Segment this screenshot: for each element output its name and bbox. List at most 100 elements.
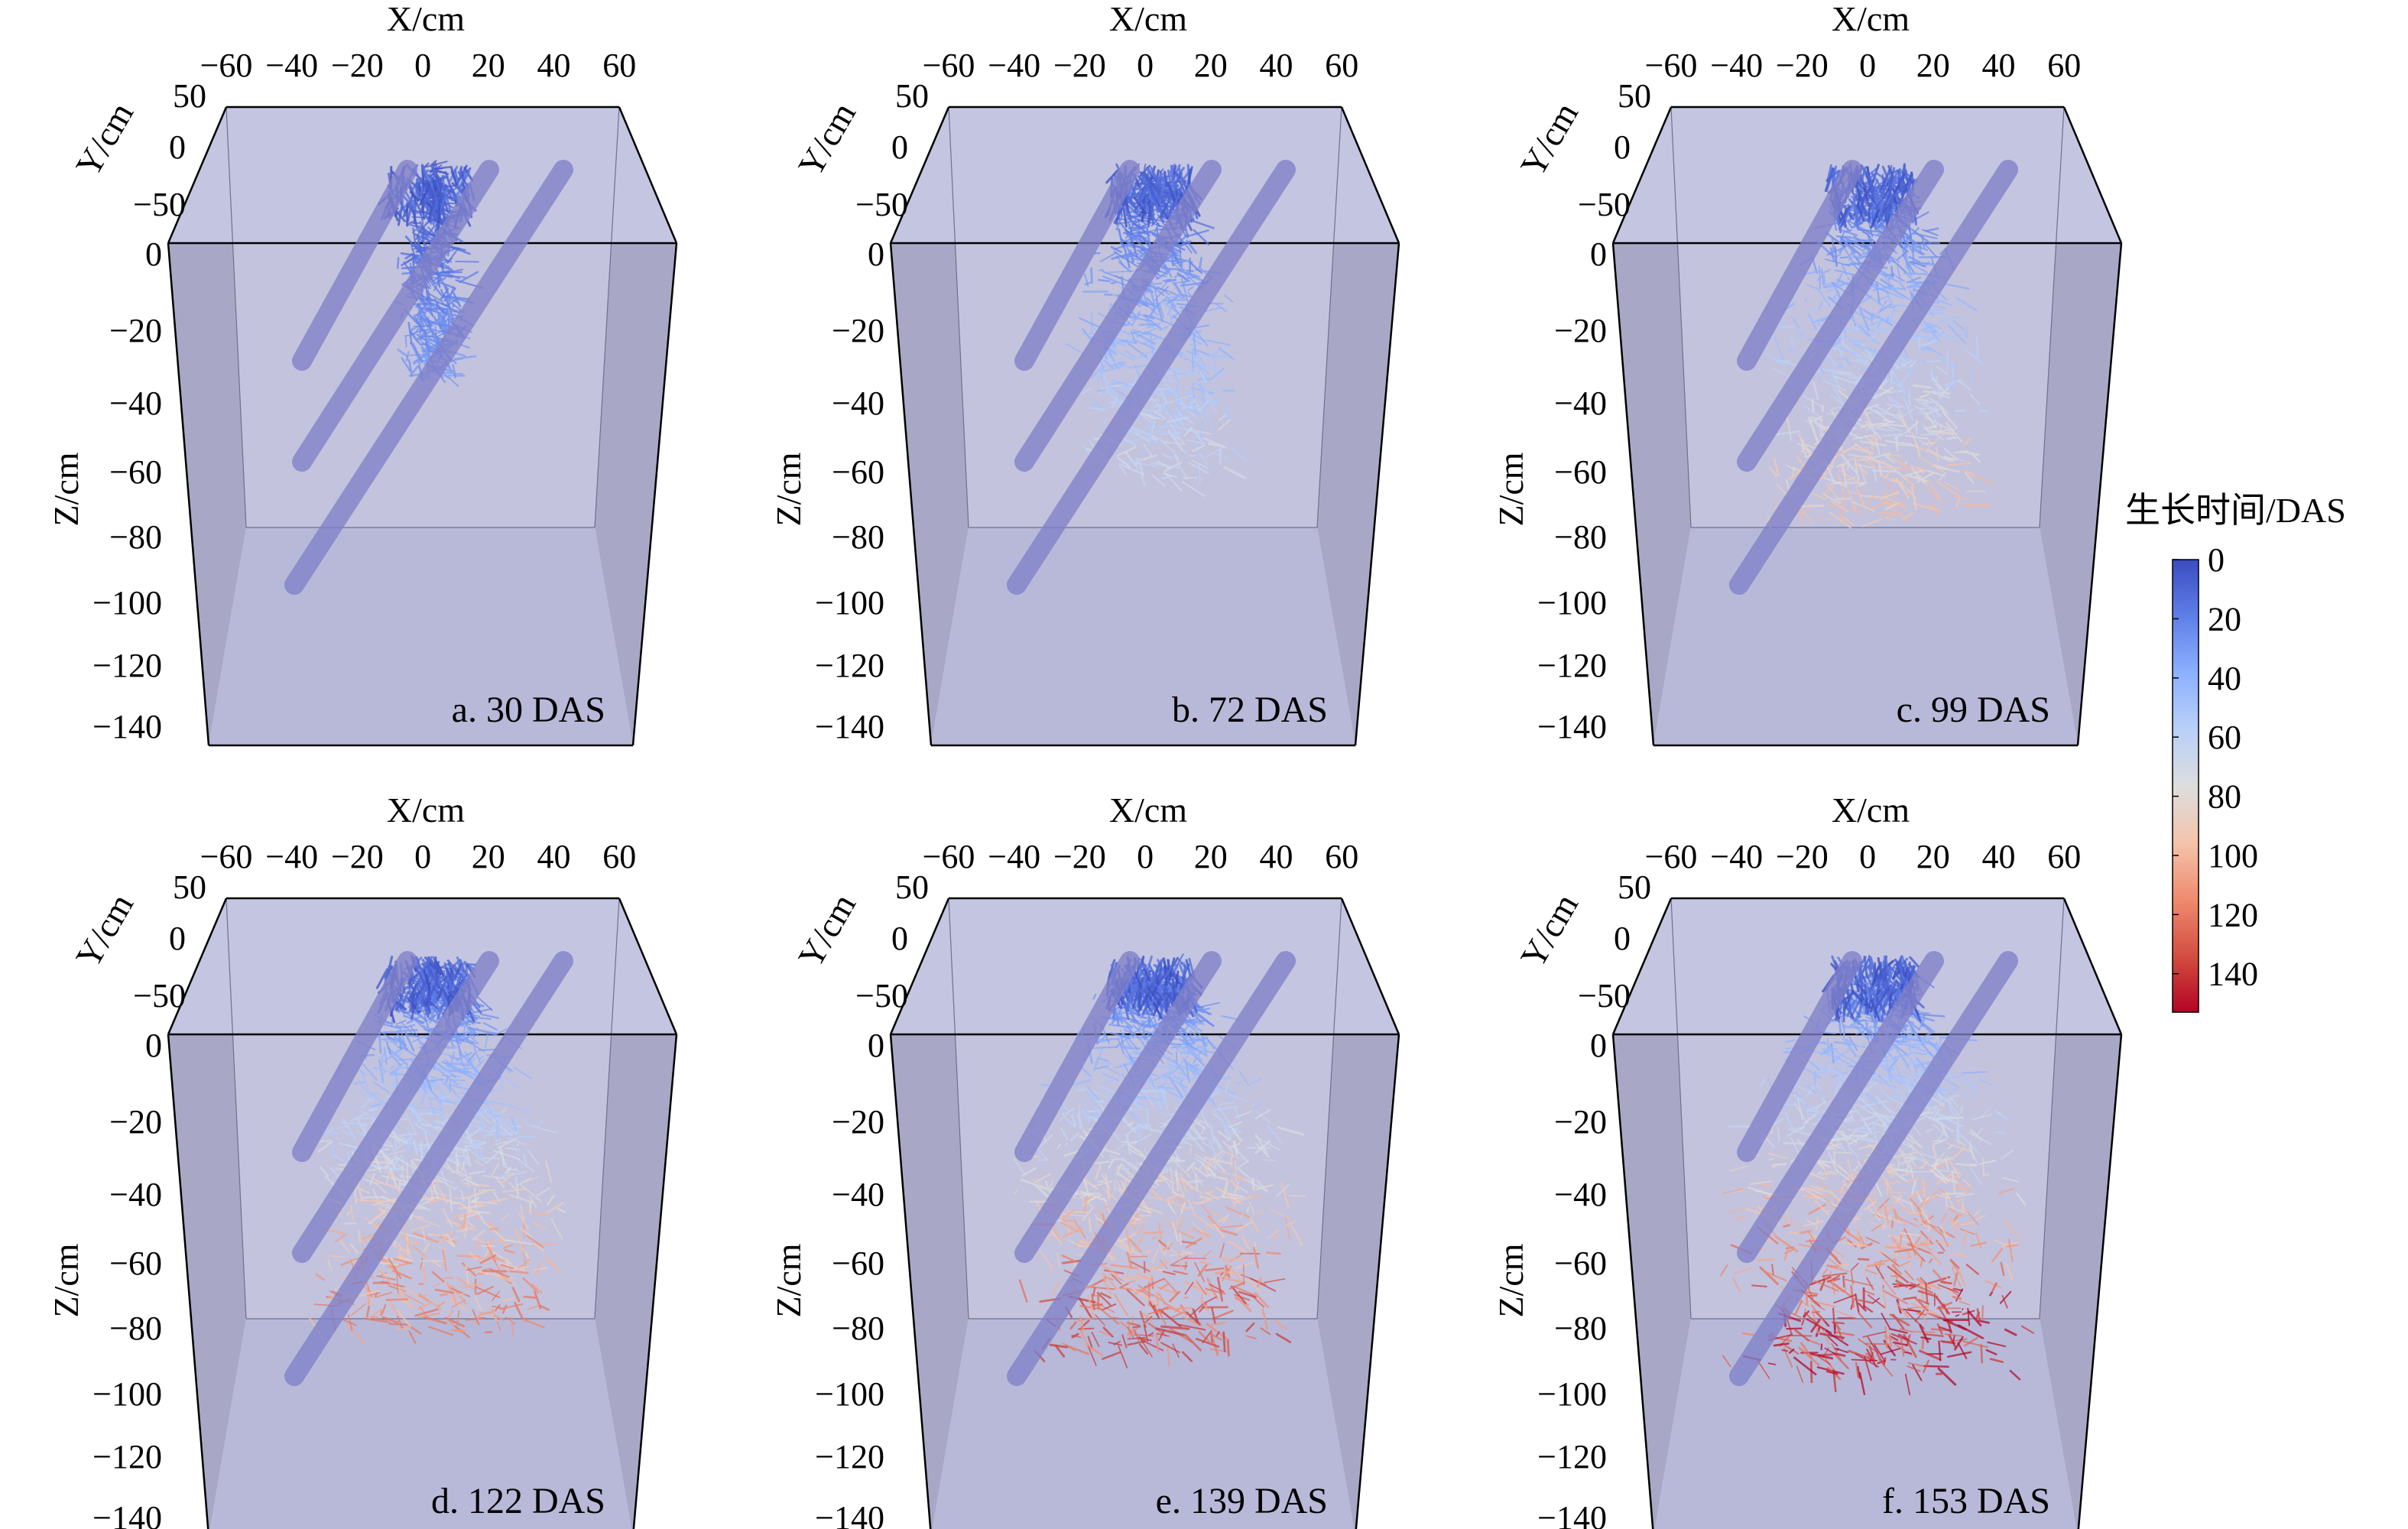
root-segment	[1191, 459, 1209, 469]
root-segment	[1787, 349, 1795, 352]
root-segment	[1889, 378, 1901, 388]
root-segment	[1132, 1326, 1141, 1329]
root-segment	[1116, 446, 1137, 457]
root-segment	[1855, 485, 1867, 510]
root-segment	[1887, 254, 1908, 274]
root-segment	[1181, 355, 1208, 359]
root-segment	[1187, 428, 1212, 435]
root-segment	[436, 305, 446, 315]
root-segment	[417, 304, 425, 328]
root-segment	[1163, 472, 1177, 479]
root-segment	[1907, 261, 1928, 274]
root-segment	[1872, 466, 1877, 482]
root-segment	[1148, 306, 1159, 316]
root-segment	[449, 1329, 466, 1333]
root-segment	[1174, 401, 1186, 417]
root-segment	[1222, 1331, 1226, 1352]
root-segment	[1141, 475, 1146, 487]
root-segment	[438, 305, 449, 311]
root-crown-segment	[1173, 164, 1181, 180]
root-segment	[1193, 229, 1210, 246]
root-segment	[1174, 1307, 1193, 1310]
root-crown-segment	[1900, 180, 1903, 196]
root-segment	[1148, 437, 1158, 441]
root-segment	[1939, 404, 1946, 416]
root-segment	[1161, 441, 1186, 445]
root-segment	[1131, 338, 1157, 350]
root-segment	[433, 278, 442, 292]
root-segment	[1172, 449, 1180, 460]
root-segment	[1805, 418, 1819, 423]
root-segment	[1170, 367, 1198, 376]
root-segment	[1167, 416, 1189, 423]
root-segment	[1797, 504, 1825, 508]
root-segment	[432, 274, 443, 282]
root-segment	[361, 1196, 385, 1199]
root-segment	[444, 272, 461, 280]
root-segment	[1880, 491, 1900, 500]
root-segment	[456, 1255, 481, 1258]
root-segment	[405, 350, 410, 362]
root-segment	[1202, 437, 1228, 450]
box-edge	[2062, 106, 2123, 244]
x-tick-label: 20	[1916, 47, 1950, 84]
root-segment	[446, 1062, 471, 1066]
x-tick-label: −40	[988, 47, 1040, 84]
root-segment	[1170, 303, 1181, 317]
root-segment	[1936, 375, 1941, 394]
x-axis-title: X/cm	[1832, 0, 1910, 38]
root-segment	[1083, 1197, 1087, 1212]
root-segment	[1172, 433, 1185, 443]
root-segment	[1251, 1177, 1255, 1190]
root-segment	[1157, 460, 1172, 470]
root-segment	[1962, 437, 1972, 446]
root-segment	[1858, 463, 1866, 482]
root-segment	[1165, 295, 1177, 308]
root-segment	[1089, 397, 1102, 408]
root-segment	[1945, 422, 1963, 443]
root-segment	[1196, 356, 1206, 371]
root-segment	[1907, 490, 1918, 500]
root-segment	[1822, 368, 1852, 375]
root-segment	[1869, 312, 1874, 325]
root-segment	[1971, 452, 1981, 463]
root-segment	[1908, 226, 1931, 244]
root-crown-segment	[449, 165, 458, 187]
inner-edge	[226, 106, 247, 528]
root-segment	[425, 339, 435, 352]
root-segment	[1189, 401, 1193, 415]
root-segment	[1149, 314, 1176, 327]
root-segment	[1169, 423, 1181, 439]
root-segment	[404, 336, 407, 348]
tubes	[284, 160, 573, 595]
root-crown-segment	[1167, 181, 1175, 199]
box-edge	[889, 106, 950, 244]
root-segment	[1892, 371, 1906, 394]
root-segment	[1975, 336, 1979, 357]
root-crown-segment	[1187, 168, 1193, 187]
root-segment	[1871, 284, 1890, 294]
root-segment	[1925, 435, 1933, 446]
root-segment	[1242, 1264, 1245, 1286]
root-crown-segment	[437, 205, 441, 224]
root-segment	[1146, 1108, 1150, 1125]
root-segment	[1173, 273, 1180, 278]
root-segment	[1825, 358, 1833, 376]
root-segment	[1792, 317, 1800, 329]
root-segment	[1916, 476, 1928, 486]
root-segment	[1163, 402, 1167, 416]
root-segment	[1205, 355, 1227, 358]
root-segment	[1199, 421, 1204, 437]
root-segment	[1857, 229, 1884, 233]
root-segment	[1825, 232, 1846, 248]
root-segment	[1111, 382, 1126, 385]
root-crown-segment	[1178, 167, 1186, 187]
root-crown-segment	[421, 164, 427, 179]
z-tick-label: −140	[92, 1499, 162, 1529]
root-segment	[462, 1213, 467, 1229]
root-segment	[419, 307, 430, 313]
root-segment	[1164, 278, 1177, 283]
root-segment	[1877, 460, 1883, 476]
root-segment	[1129, 1255, 1148, 1258]
root-segment	[1929, 365, 1934, 384]
